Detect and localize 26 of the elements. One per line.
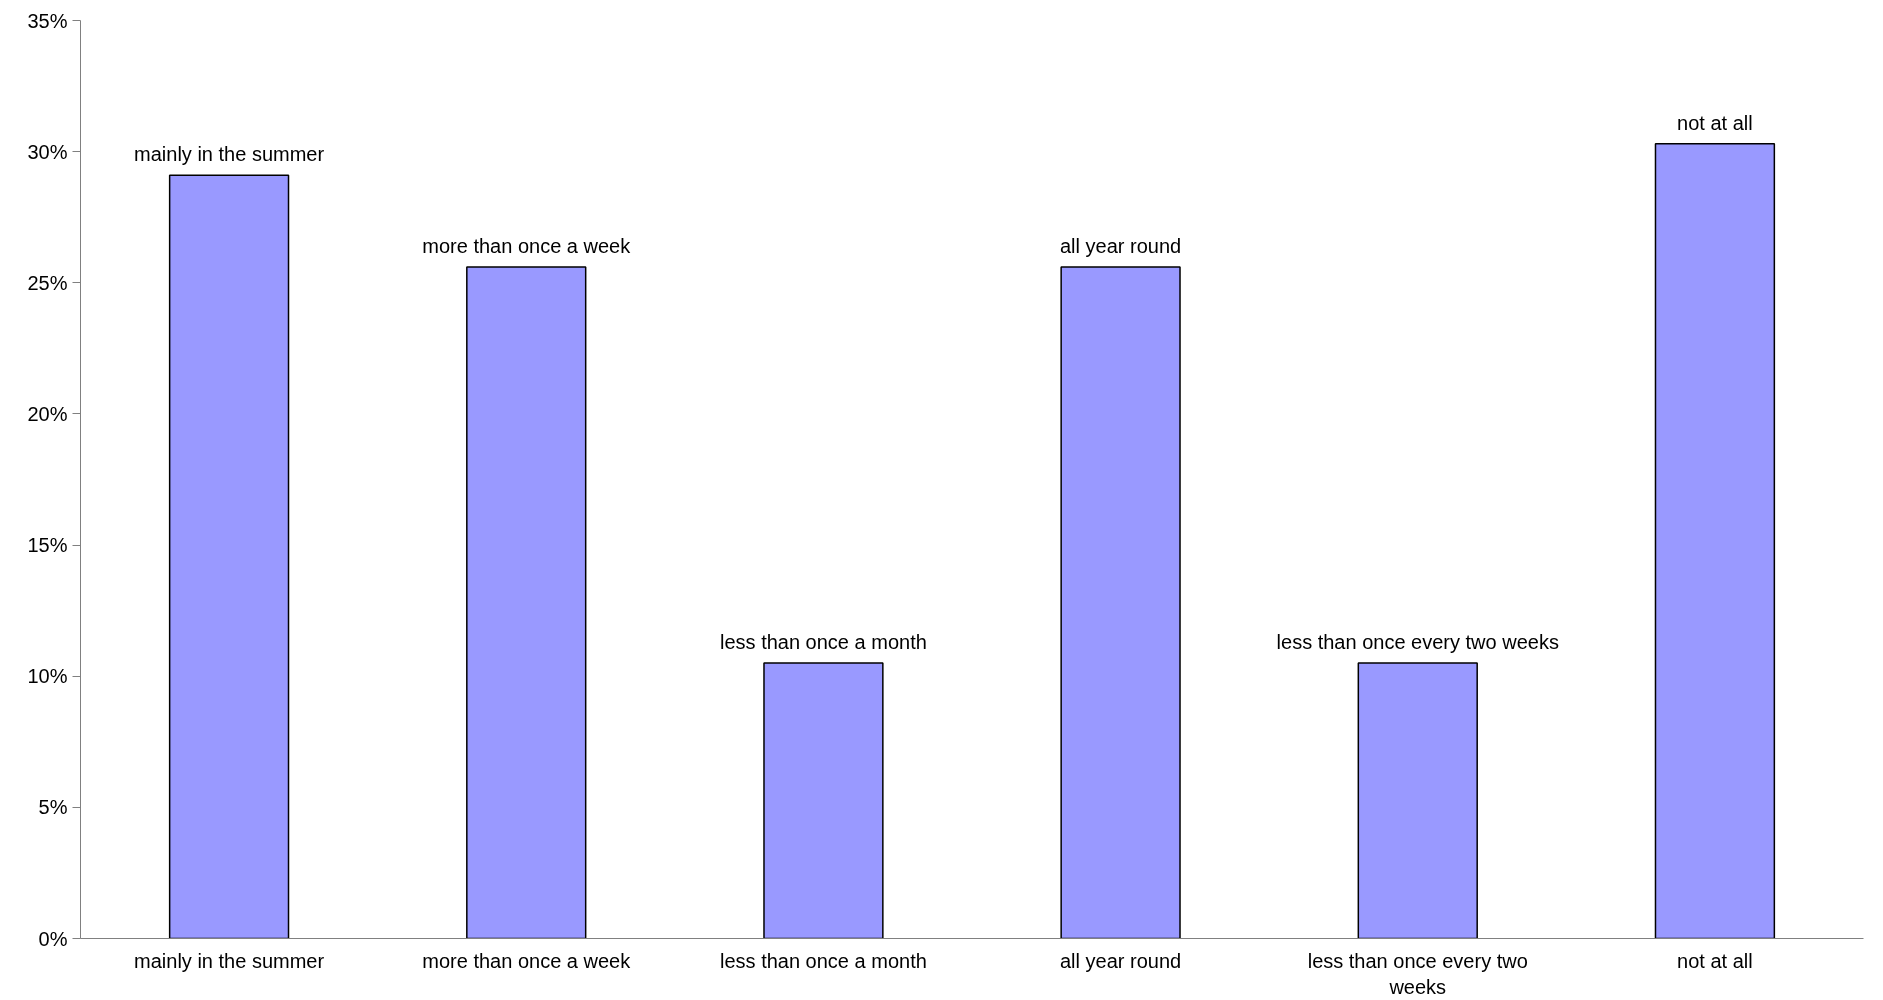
annotation: not at all [1677,111,1753,134]
y-tick-label: 35% [27,9,68,32]
y-tick-label: 30% [27,140,68,163]
annotation: less than once every two weeks [1276,631,1559,654]
y-tick-label: 5% [38,796,68,819]
bar [1357,662,1478,939]
annotation: mainly in the summer [134,143,325,166]
y-tick-label: 15% [27,534,68,557]
x-tick-label: all year round [1059,949,1182,972]
bar [1060,266,1181,939]
x-tick-label: mainly in the summer [134,949,325,972]
bar [466,266,587,939]
y-tick-label: 20% [27,402,68,425]
x-tick-label: not at all [1677,949,1753,972]
x-tick-label: less than once a month [720,949,927,972]
y-tick-label: 0% [38,927,68,950]
bar [1654,143,1776,939]
x-tick-label: more than once a week [422,949,632,972]
x-tick-label: less than once every two weeks [1307,949,1528,998]
annotation: less than once a month [720,631,927,654]
annotation: more than once a week [422,235,632,258]
y-tick-label: 10% [27,665,68,688]
annotation: all year round [1059,235,1182,258]
bar [168,174,290,939]
bar [763,662,884,939]
y-tick-label: 25% [27,271,68,294]
